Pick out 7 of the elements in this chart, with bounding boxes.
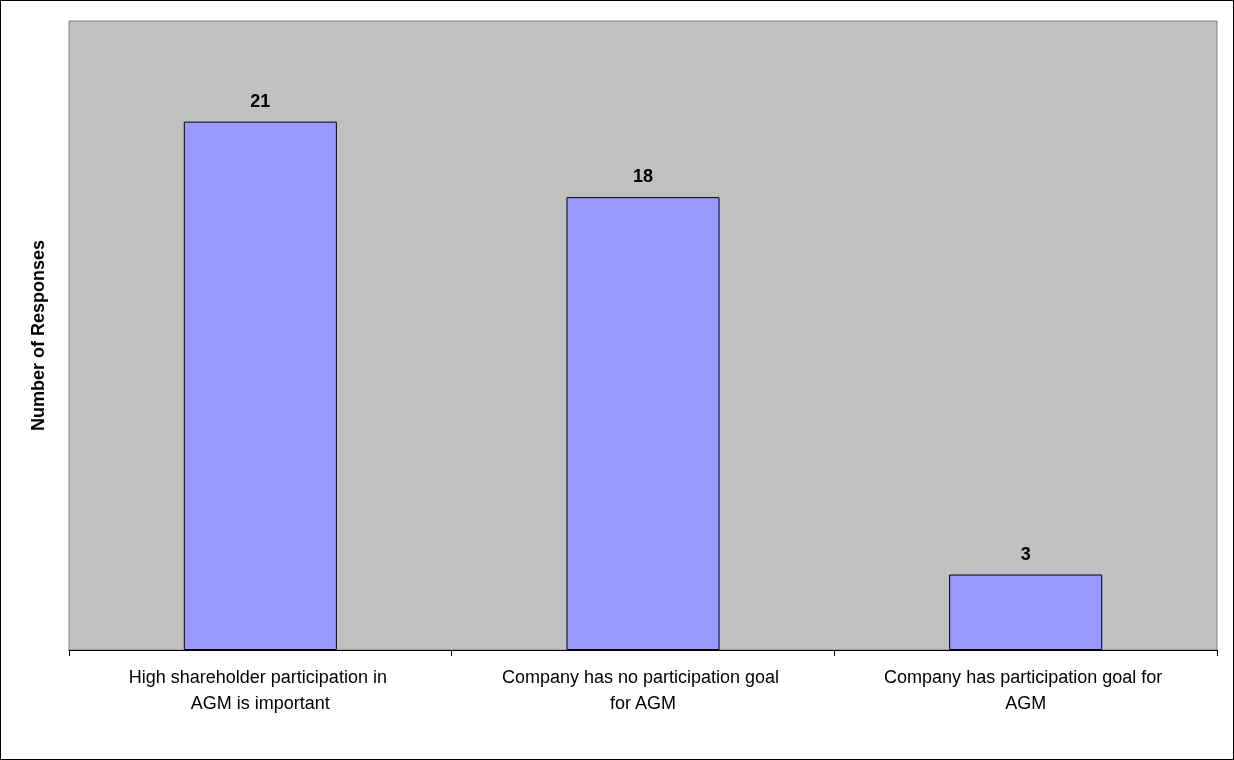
x-tick-label: Company has no participation goal for AGM — [501, 667, 785, 713]
x-tick-label: High shareholder participation in AGM is important — [128, 667, 392, 713]
x-tick-label: Company has participation goal for AGM — [884, 667, 1168, 713]
data-label: 18 — [632, 166, 654, 187]
data-label: 21 — [250, 90, 271, 111]
data-label: 3 — [1020, 543, 1031, 564]
y-axis-title: Number of Responses — [28, 239, 48, 432]
